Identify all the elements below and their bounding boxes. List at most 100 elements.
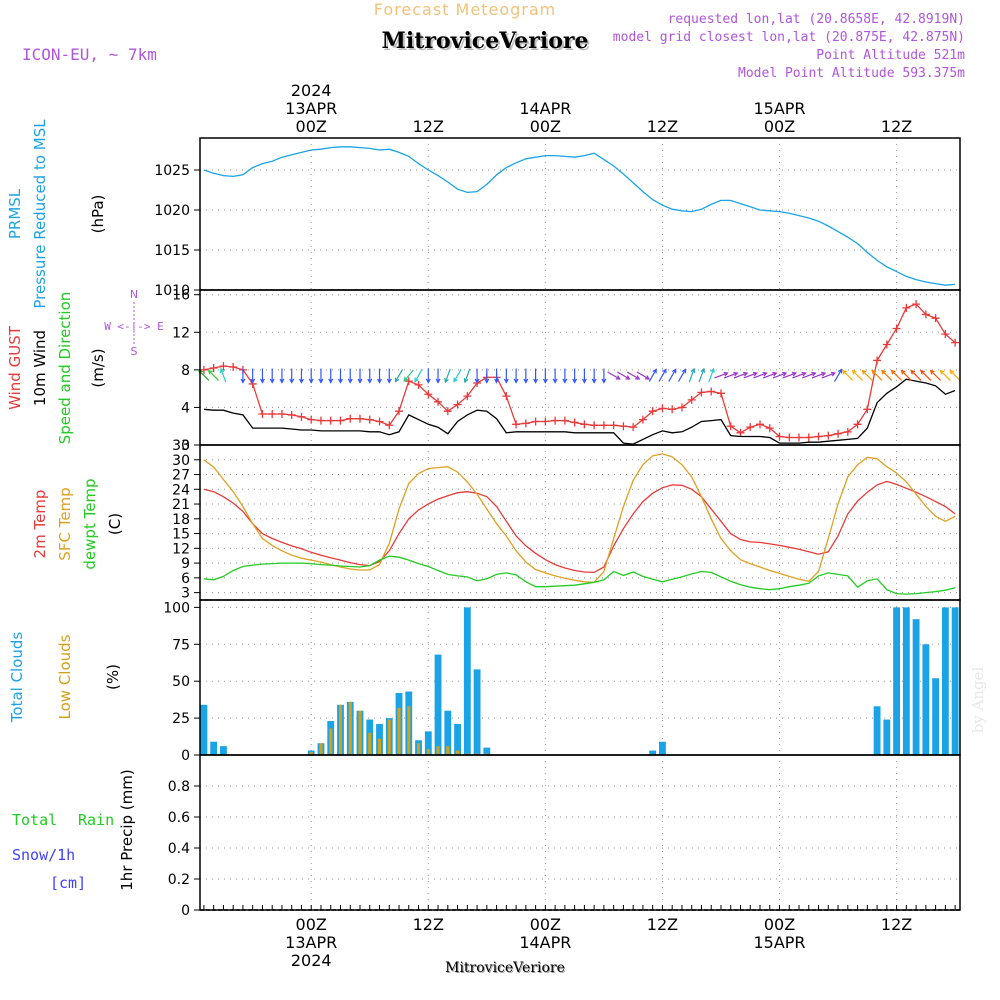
bar-total-clouds bbox=[912, 619, 920, 755]
wind-direction-arrowhead bbox=[652, 368, 657, 374]
wind-direction-arrow bbox=[920, 370, 932, 381]
bar-low-clouds bbox=[368, 732, 372, 755]
gust-marker bbox=[843, 427, 852, 436]
wind-direction-arrowhead bbox=[250, 378, 256, 384]
wind-direction-arrowhead bbox=[733, 371, 739, 377]
wind-direction-arrow bbox=[444, 368, 451, 383]
clouds-ytick-label: 50 bbox=[172, 674, 190, 690]
bar-total-clouds bbox=[444, 710, 452, 755]
bar-low-clouds bbox=[358, 710, 362, 755]
chart-title-shadow: MitroviceVeriore bbox=[384, 30, 591, 56]
gust-marker bbox=[287, 410, 296, 419]
gust-marker bbox=[209, 363, 218, 372]
wind-direction-arrow bbox=[852, 370, 863, 381]
pressure-ytick-label: 1025 bbox=[154, 163, 190, 179]
temperature-ytick-label: 3 bbox=[181, 586, 190, 602]
gust-marker bbox=[707, 387, 716, 396]
wind-direction-arrow bbox=[617, 371, 630, 380]
gust-marker bbox=[931, 314, 940, 323]
gust-marker bbox=[404, 377, 413, 386]
station-label-shadow: MitroviceVeriore bbox=[446, 961, 566, 977]
gust-marker bbox=[629, 423, 638, 432]
gust-marker bbox=[756, 420, 764, 429]
gust-marker bbox=[297, 412, 306, 421]
wind-direction-arrowhead bbox=[562, 378, 568, 384]
wind-direction-arrowhead bbox=[347, 378, 353, 384]
bar-total-clouds bbox=[932, 678, 940, 755]
wind-direction-arrowhead bbox=[484, 378, 490, 384]
clouds-panel: 0 25 50 75 100 Total Clouds Low Clouds (%) bbox=[8, 599, 961, 764]
top-time-label: 12Z bbox=[881, 117, 912, 136]
gust-marker bbox=[512, 420, 521, 429]
bar-low-clouds bbox=[446, 746, 450, 755]
wind-direction-arrowhead bbox=[269, 378, 275, 384]
wind-ytick-label: 4 bbox=[181, 400, 190, 416]
wind-direction-arrowhead bbox=[644, 375, 651, 380]
gust-marker bbox=[736, 428, 745, 437]
bar-total-clouds bbox=[883, 719, 891, 755]
gust-marker bbox=[395, 407, 404, 416]
wind-direction-arrow bbox=[464, 368, 471, 383]
wind-direction-arrowhead bbox=[801, 371, 807, 377]
precip-label-total: Total bbox=[12, 811, 57, 829]
model-altitude: Model Point Altitude 593.375m bbox=[738, 66, 965, 81]
temp-ylabel-2m: 2m Temp bbox=[31, 490, 49, 559]
gust-marker bbox=[716, 389, 725, 398]
temperature-ytick-label: 21 bbox=[172, 497, 190, 513]
wind-direction-arrowhead bbox=[414, 377, 419, 383]
wind-direction-arrowhead bbox=[830, 371, 837, 377]
gust-marker bbox=[385, 421, 394, 430]
wind-direction-arrowhead bbox=[308, 378, 314, 384]
gust-marker bbox=[658, 404, 667, 413]
gust-marker bbox=[795, 433, 804, 442]
wind-direction-arrow bbox=[792, 372, 806, 379]
wind-ytick-label: 0 bbox=[181, 438, 190, 454]
precip-ylabel: 1hr Precip (mm) bbox=[118, 769, 136, 890]
gust-marker bbox=[570, 418, 579, 427]
bottom-time-label: 00Z bbox=[530, 915, 561, 934]
bottom-time-label: 12Z bbox=[881, 915, 912, 934]
wind-direction-arrowhead bbox=[279, 378, 285, 384]
precip-ytick-label: 0.6 bbox=[168, 810, 190, 826]
temperature-ytick-label: 30 bbox=[172, 453, 190, 469]
bar-total-clouds bbox=[434, 654, 442, 755]
temperature-frame bbox=[199, 444, 961, 601]
wind-direction-arrow bbox=[626, 371, 640, 380]
bar-total-clouds bbox=[873, 706, 881, 755]
clouds-ytick-label: 25 bbox=[172, 711, 190, 727]
wind-direction-arrow bbox=[772, 372, 787, 379]
bar-total-clouds bbox=[659, 741, 666, 755]
gust-marker bbox=[951, 338, 960, 347]
series-line-dewpt-temp bbox=[203, 555, 956, 595]
gust-marker bbox=[902, 303, 911, 312]
wind-direction-arrow bbox=[648, 369, 657, 382]
gust-marker bbox=[824, 431, 833, 440]
top-time-label: 14APR bbox=[519, 99, 571, 118]
precip-ytick-label: 0.2 bbox=[168, 872, 190, 888]
gust-marker bbox=[258, 410, 267, 418]
bar-low-clouds bbox=[456, 750, 460, 755]
wind-direction-arrow bbox=[900, 370, 912, 381]
bar-total-clouds bbox=[483, 747, 491, 755]
wind-direction-arrowhead bbox=[939, 369, 945, 375]
wind-direction-arrowhead bbox=[240, 378, 246, 384]
wind-direction-arrowhead bbox=[219, 367, 225, 373]
gust-marker bbox=[531, 417, 540, 426]
wind-ylabel-gust: Wind GUST bbox=[6, 325, 24, 410]
wind-direction-arrow bbox=[881, 370, 893, 381]
wind-direction-arrowhead bbox=[513, 378, 519, 384]
precip-ytick-label: 0.4 bbox=[168, 841, 190, 857]
bar-low-clouds bbox=[387, 719, 391, 755]
pressure-frame bbox=[199, 137, 961, 291]
top-time-label: 00Z bbox=[764, 117, 795, 136]
gust-marker bbox=[804, 433, 813, 442]
wind-direction-arrowhead bbox=[752, 371, 758, 377]
pressure-ytick-label: 1010 bbox=[154, 283, 190, 299]
precip-panel: 0 0.2 0.4 0.6 0.8 1hr Precip (mm) Total RainSno… bbox=[12, 754, 961, 919]
gust-marker bbox=[853, 420, 862, 429]
wind-direction-arrowhead bbox=[851, 369, 857, 375]
gust-marker bbox=[219, 362, 228, 371]
pressure-ylabel-unit: (hPa) bbox=[89, 195, 107, 234]
bar-low-clouds bbox=[397, 707, 401, 755]
gust-marker bbox=[502, 392, 511, 401]
